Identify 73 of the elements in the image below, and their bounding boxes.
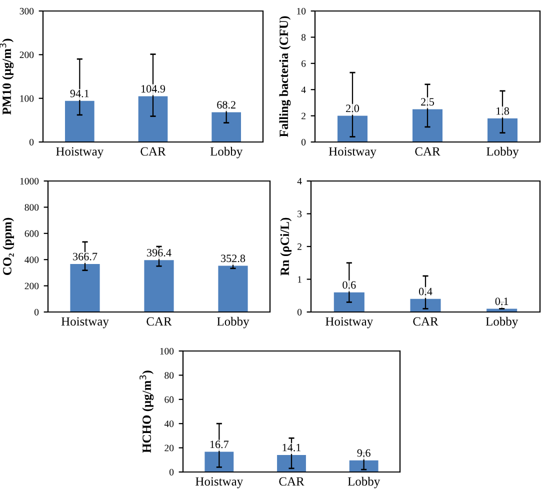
y-tick-label: 0 [34, 308, 39, 316]
x-tick-label: Hoistway [61, 317, 109, 328]
y-tick-label: 3 [298, 210, 302, 218]
y-tick-label: 2 [302, 112, 306, 120]
data-label: 2.5 [421, 98, 434, 106]
y-tick-label: 0 [301, 138, 306, 146]
y-tick-label: 4 [301, 86, 306, 93]
bar [338, 116, 368, 142]
y-axis-title: CO₂ (ppm) [2, 218, 14, 276]
bar [212, 112, 241, 142]
data-label: 366.7 [73, 252, 98, 260]
y-axis-title: Rn (ρCi/L) [280, 218, 292, 276]
y-tick-label: 20 [164, 444, 174, 452]
y-tick-label: 100 [160, 348, 174, 354]
y-tick-label: 200 [24, 282, 39, 290]
y-tick-label: 40 [164, 420, 174, 428]
data-label: 68.2 [217, 101, 236, 109]
y-tick-label: 8 [301, 34, 306, 41]
data-label: 0.1 [495, 298, 508, 306]
y-tick-label: 800 [24, 204, 39, 211]
x-tick-label: CAR [415, 147, 440, 156]
bar [277, 454, 306, 472]
bar [204, 452, 234, 472]
y-axis-title: Falling bacteria (CFU) [279, 16, 291, 138]
y-tick-label: 80 [164, 372, 174, 379]
x-tick-label: Hoistway [328, 147, 376, 158]
data-label: 0.6 [342, 281, 356, 289]
x-tick-label: CAR [146, 317, 172, 326]
y-tick-label: 6 [302, 60, 306, 67]
data-label: 352.8 [221, 254, 246, 262]
y-tick-label: 0 [29, 138, 34, 146]
bar [65, 100, 94, 142]
x-tick-label: CAR [279, 477, 304, 486]
x-tick-label: Lobby [217, 316, 250, 328]
x-tick-label: Hoistway [326, 317, 374, 328]
x-tick-label: Lobby [210, 146, 243, 158]
bar [412, 109, 442, 142]
x-tick-label: Hoistway [56, 147, 104, 158]
y-tick-label: 400 [24, 256, 39, 264]
data-label: 9.6 [357, 449, 370, 457]
y-tick-label: 0 [169, 468, 174, 476]
y-tick-label: 200 [20, 52, 34, 58]
bar [488, 118, 518, 142]
bar [349, 460, 378, 472]
y-tick-label: 2 [298, 243, 302, 250]
x-tick-label: Hoistway [196, 477, 244, 488]
y-tick-label: 600 [24, 230, 39, 237]
data-label: 94.1 [70, 90, 89, 98]
x-tick-label: Lobby [486, 316, 518, 328]
x-tick-label: CAR [413, 317, 438, 326]
data-label: 2.0 [346, 104, 360, 112]
y-tick-label: 100 [20, 95, 34, 102]
x-tick-label: Lobby [486, 146, 519, 158]
y-tick-label: 1 [298, 276, 302, 283]
y-tick-label: 10 [297, 8, 306, 14]
data-label: 0.4 [418, 288, 432, 296]
bar [138, 96, 168, 142]
bar [410, 298, 441, 312]
y-tick-label: 4 [297, 178, 302, 184]
data-label: 16.7 [210, 440, 229, 448]
data-label: 396.4 [147, 248, 172, 256]
bar [334, 292, 364, 312]
y-tick-label: 60 [164, 396, 174, 403]
x-tick-label: CAR [140, 147, 166, 156]
data-label: 14.1 [282, 444, 301, 452]
y-axis-title: PM10 (μg/m$^{3}$) [0, 38, 14, 115]
y-tick-label: 0 [297, 308, 302, 316]
y-tick-label: 1000 [20, 178, 39, 184]
y-tick-label: 300 [20, 8, 34, 14]
data-label: 104.9 [141, 85, 166, 93]
x-tick-label: Lobby [348, 476, 380, 488]
y-axis-title: HCHO (μg/m$^{3}$) [140, 370, 154, 453]
data-label: 1.8 [496, 107, 510, 115]
